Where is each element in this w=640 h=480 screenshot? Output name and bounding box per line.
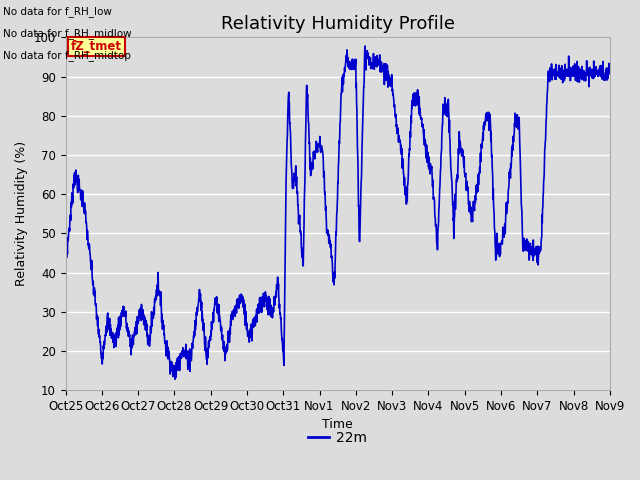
Text: No data for f_RH_midtop: No data for f_RH_midtop [3,49,131,60]
Text: fZ_tmet: fZ_tmet [71,40,122,53]
Text: No data for f_RH_midlow: No data for f_RH_midlow [3,28,132,39]
Legend: 22m: 22m [303,425,372,450]
Text: No data for f_RH_low: No data for f_RH_low [3,6,112,17]
X-axis label: Time: Time [323,419,353,432]
Y-axis label: Relativity Humidity (%): Relativity Humidity (%) [15,141,28,286]
Title: Relativity Humidity Profile: Relativity Humidity Profile [221,15,454,33]
